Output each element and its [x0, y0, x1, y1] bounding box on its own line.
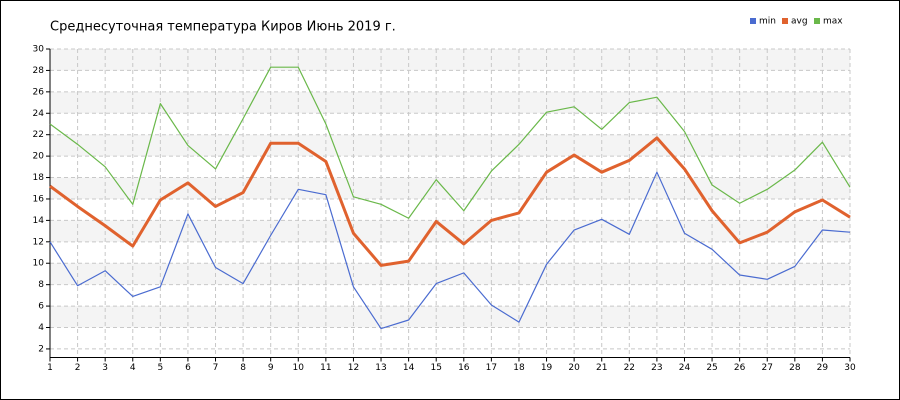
y-tick-label: 10 — [33, 259, 45, 269]
y-tick-label: 6 — [38, 302, 44, 312]
x-tick-label: 6 — [185, 363, 191, 373]
x-tick-label: 23 — [651, 363, 662, 373]
x-tick-label: 17 — [486, 363, 497, 373]
x-tick-label: 19 — [541, 363, 553, 373]
y-tick-label: 22 — [33, 130, 44, 140]
x-tick-label: 26 — [734, 363, 746, 373]
x-tick-label: 10 — [293, 363, 305, 373]
series-line — [49, 171, 851, 330]
x-tick-label: 22 — [624, 363, 635, 373]
grid-band — [50, 134, 850, 157]
x-tick-label: 30 — [844, 363, 856, 373]
series-line — [49, 66, 851, 219]
x-tick-label: 11 — [320, 363, 331, 373]
y-tick-label: 2 — [38, 344, 44, 354]
legend-label: avg — [791, 17, 808, 27]
y-tick-label: 26 — [33, 87, 45, 97]
x-tick-label: 7 — [213, 363, 219, 373]
legend-swatch — [750, 18, 756, 24]
x-tick-label: 15 — [430, 363, 441, 373]
y-tick-label: 12 — [33, 237, 44, 247]
x-tick-label: 18 — [513, 363, 525, 373]
x-tick-label: 4 — [130, 363, 136, 373]
grid-band — [50, 306, 850, 328]
y-tick-label: 16 — [33, 194, 45, 204]
x-tick-label: 20 — [568, 363, 580, 373]
y-tick-label: 4 — [38, 323, 44, 333]
x-tick-label: 28 — [789, 363, 801, 373]
x-tick-label: 14 — [403, 363, 415, 373]
y-tick-label: 8 — [38, 280, 44, 290]
grid-band — [50, 263, 850, 285]
grid-band — [50, 91, 850, 114]
y-tick-label: 30 — [33, 45, 45, 55]
y-tick-label: 14 — [33, 216, 45, 226]
x-tick-label: 29 — [817, 363, 829, 373]
grid-band — [50, 49, 850, 71]
x-tick-label: 25 — [706, 363, 717, 373]
x-tick-label: 1 — [47, 363, 53, 373]
legend-swatch — [814, 18, 820, 24]
legend-label: max — [823, 17, 843, 27]
legend-swatch — [782, 18, 788, 24]
x-tick-label: 5 — [157, 363, 163, 373]
x-tick-label: 24 — [679, 363, 691, 373]
series-line — [49, 136, 851, 267]
x-tick-label: 27 — [762, 363, 773, 373]
x-tick-label: 2 — [75, 363, 81, 373]
legend-label: min — [759, 17, 776, 27]
x-tick-label: 12 — [348, 363, 359, 373]
y-tick-label: 24 — [33, 109, 45, 119]
x-tick-label: 16 — [458, 363, 470, 373]
x-tick-label: 13 — [375, 363, 386, 373]
y-tick-label: 18 — [33, 173, 45, 183]
y-tick-label: 20 — [33, 152, 45, 162]
y-tick-label: 28 — [33, 66, 45, 76]
x-tick-label: 9 — [268, 363, 274, 373]
x-tick-label: 3 — [102, 363, 108, 373]
chart-title: Среднесуточная температура Киров Июнь 20… — [50, 20, 396, 35]
x-tick-label: 21 — [596, 363, 607, 373]
x-tick-label: 8 — [240, 363, 246, 373]
